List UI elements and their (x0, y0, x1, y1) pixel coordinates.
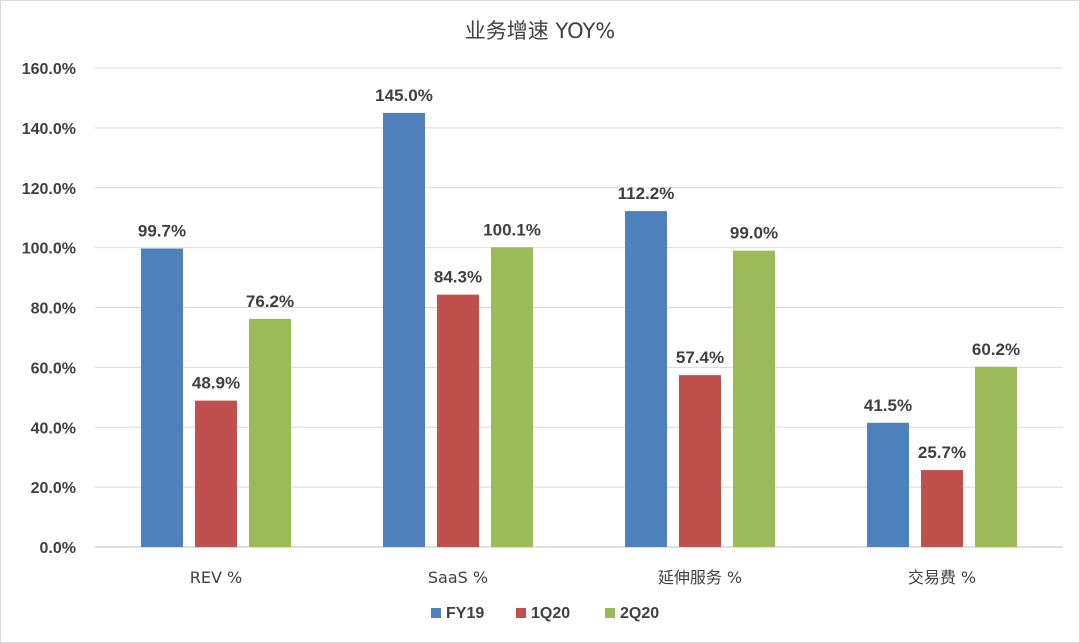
x-category-label: REV % (190, 568, 242, 587)
bar-1q20 (921, 470, 963, 547)
bar-1q20 (679, 375, 721, 547)
y-tick-label: 80.0% (31, 301, 76, 318)
data-label: 41.5% (864, 396, 912, 415)
data-label: 145.0% (375, 86, 433, 105)
legend-swatch-fy19 (431, 608, 441, 618)
data-label: 112.2% (618, 184, 675, 203)
y-tick-label: 0.0% (40, 540, 76, 557)
x-axis-categories: REV % SaaS % 延伸服务 % 交易费 % (190, 568, 976, 587)
data-label: 100.1% (483, 220, 541, 239)
bar-fy19 (141, 248, 183, 547)
bar-fy19 (625, 211, 667, 547)
y-tick-label: 120.0% (22, 181, 76, 198)
x-category-label: SaaS % (428, 568, 488, 587)
legend-label: 2Q20 (620, 605, 659, 622)
data-labels: 99.7% 48.9% 76.2% 145.0% 84.3% 100.1% 112.2% 57… (138, 86, 1020, 462)
data-label: 84.3% (434, 268, 482, 287)
data-label: 76.2% (246, 292, 294, 311)
grid-lines (95, 67, 1063, 548)
y-tick-label: 60.0% (31, 360, 76, 377)
y-tick-label: 20.0% (31, 480, 76, 497)
y-axis-ticks: 0.0% 20.0% 40.0% 60.0% 80.0% 100.0% 120.0% 140.… (22, 61, 76, 557)
x-category-label: 延伸服务 % (658, 568, 742, 587)
x-category-label: 交易费 % (908, 568, 976, 587)
bar-2q20 (975, 366, 1017, 547)
y-tick-label: 160.0% (22, 61, 76, 78)
legend-swatch-1q20 (516, 608, 526, 618)
bars (141, 112, 1017, 547)
bar-fy19 (867, 422, 909, 547)
data-label: 57.4% (676, 348, 724, 367)
y-tick-label: 140.0% (22, 121, 76, 138)
data-label: 48.9% (192, 374, 240, 393)
bar-2q20 (249, 318, 291, 547)
chart-title: 业务增速 YOY% (465, 19, 616, 43)
legend-label: 1Q20 (531, 605, 570, 622)
y-tick-label: 100.0% (22, 241, 76, 258)
data-label: 99.0% (730, 224, 778, 243)
bar-fy19 (383, 112, 425, 547)
y-tick-label: 40.0% (31, 420, 76, 437)
bar-1q20 (195, 400, 237, 547)
legend-label: FY19 (446, 605, 484, 622)
data-label: 60.2% (972, 340, 1020, 359)
bar-2q20 (491, 247, 533, 547)
legend-swatch-2q20 (605, 608, 615, 618)
bar-1q20 (437, 294, 479, 547)
legend: FY19 1Q20 2Q20 (431, 605, 659, 622)
data-label: 25.7% (918, 443, 966, 462)
bar-2q20 (733, 250, 775, 547)
data-label: 99.7% (138, 222, 186, 241)
